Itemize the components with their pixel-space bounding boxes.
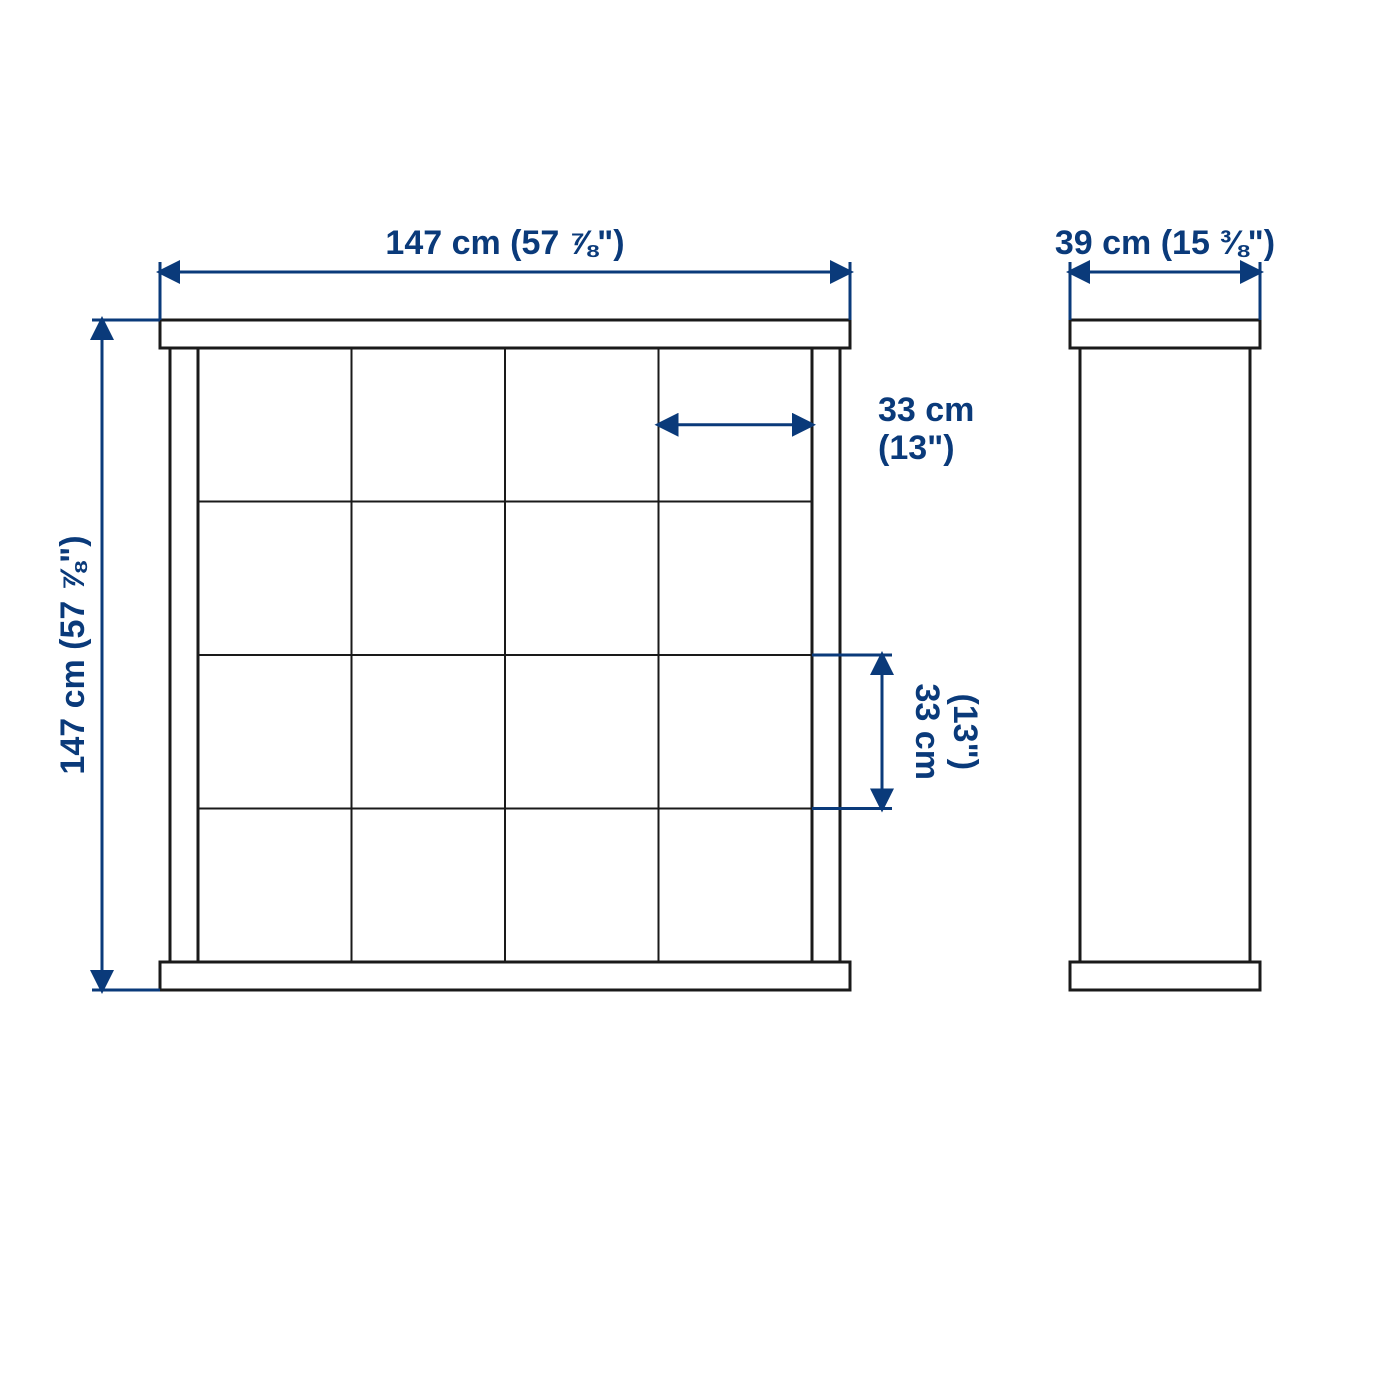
side-top-slab [1070,320,1260,348]
front-top-slab [160,320,850,348]
dim-label-width: 147 cm (57 ⅞") [385,224,624,262]
dim-label-height: 147 cm (57 ⅞") [54,535,92,774]
dim-label-cell-height-2: (13") [946,693,984,770]
dim-label-cell-width-1: 33 cm [878,391,974,429]
front-left-upright [170,348,198,962]
front-bottom-slab [160,962,850,990]
dim-label-cell-width-2: (13") [878,429,955,467]
side-bottom-slab [1070,962,1260,990]
side-body [1080,348,1250,962]
dim-label-depth: 39 cm (15 ⅜") [1055,224,1275,262]
dimension-diagram: 147 cm (57 ⅞")147 cm (57 ⅞")33 cm(13")33… [0,0,1400,1400]
dim-label-cell-height-1: 33 cm [908,684,946,780]
front-view: 147 cm (57 ⅞")147 cm (57 ⅞")33 cm(13")33… [54,224,984,990]
side-view: 39 cm (15 ⅜") [1055,224,1275,990]
